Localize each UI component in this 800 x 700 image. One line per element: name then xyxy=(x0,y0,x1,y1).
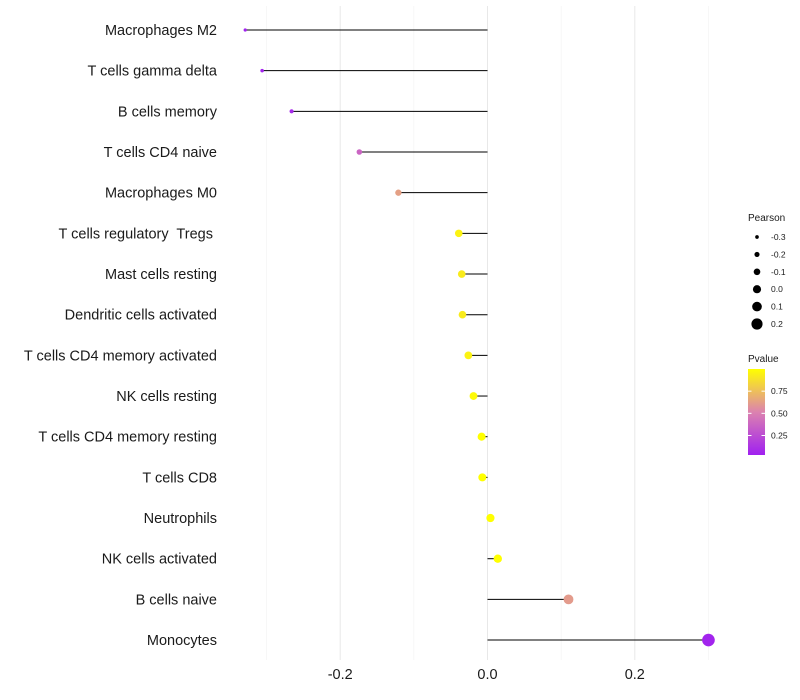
category-label: Neutrophils xyxy=(144,511,217,527)
lollipop-point xyxy=(464,351,473,360)
lollipop-point xyxy=(243,28,247,32)
point-layer xyxy=(243,28,715,647)
x-tick-layer: -0.2 0.0 0.2 xyxy=(328,667,645,683)
category-label: T cells gamma delta xyxy=(88,64,218,80)
category-label: B cells memory xyxy=(118,104,218,120)
stem-layer xyxy=(245,29,709,641)
lollipop-point xyxy=(486,513,495,523)
size-legend-label: 0.1 xyxy=(771,302,783,312)
category-label: T cells CD4 naive xyxy=(104,145,217,161)
category-label: T cells CD8 xyxy=(142,470,217,486)
size-legend-label: 0.2 xyxy=(771,319,783,329)
color-legend-title: Pvalue xyxy=(748,354,779,365)
lollipop-point xyxy=(458,310,467,319)
category-label: NK cells activated xyxy=(102,552,217,568)
lollipop-point xyxy=(469,392,478,400)
size-legend-label: -0.2 xyxy=(771,249,786,259)
color-legend-label: 0.50 xyxy=(771,408,788,418)
category-label: T cells CD4 memory resting xyxy=(38,430,217,446)
category-label: Dendritic cells activated xyxy=(65,308,217,324)
color-legend-label: 0.75 xyxy=(771,386,788,396)
lollipop-point xyxy=(477,432,486,441)
category-label: NK cells resting xyxy=(116,389,217,405)
size-legend-key xyxy=(755,235,759,239)
category-label: Mast cells resting xyxy=(105,267,217,283)
lollipop-point xyxy=(454,229,463,238)
category-label: B cells naive xyxy=(136,592,217,608)
lollipop-point xyxy=(289,109,294,114)
grid-layer xyxy=(266,6,709,660)
lollipop-point xyxy=(356,149,363,155)
lollipop-point xyxy=(457,270,466,278)
x-tick-label: -0.2 xyxy=(328,667,353,683)
pearson-size-legend: Pearson -0.3 -0.2 -0.1 0.0 0.1 0.2 xyxy=(748,213,786,330)
size-legend-label: 0.0 xyxy=(771,284,783,294)
lollipop-point xyxy=(563,594,574,605)
size-legend-key xyxy=(754,251,760,257)
category-label-layer: Macrophages M2 T cells gamma delta B cells… xyxy=(24,23,218,649)
color-legend-label: 0.25 xyxy=(771,430,788,440)
x-tick-label: 0.2 xyxy=(625,667,645,683)
lollipop-point xyxy=(260,68,264,73)
lollipop-point xyxy=(493,554,502,563)
size-legend-key xyxy=(752,301,762,312)
pvalue-color-legend: Pvalue 0.75 0.50 0.25 xyxy=(748,354,788,455)
size-legend-title: Pearson xyxy=(748,213,785,224)
category-label: Monocytes xyxy=(147,633,217,649)
category-label: Macrophages M0 xyxy=(105,186,217,202)
lollipop-point xyxy=(478,473,487,482)
lollipop-point xyxy=(702,633,715,647)
x-tick-label: 0.0 xyxy=(477,667,497,683)
category-label: T cells CD4 memory activated xyxy=(24,348,217,364)
size-legend-key xyxy=(753,268,761,276)
lollipop-point xyxy=(395,189,402,196)
pvalue-colorbar xyxy=(748,369,765,455)
size-legend-label: -0.3 xyxy=(771,232,786,242)
size-legend-label: -0.1 xyxy=(771,267,786,277)
size-legend-key xyxy=(751,318,763,330)
size-legend-key xyxy=(752,285,762,294)
category-label: Macrophages M2 xyxy=(105,23,217,39)
category-label: T cells regulatory Tregs xyxy=(59,226,218,242)
